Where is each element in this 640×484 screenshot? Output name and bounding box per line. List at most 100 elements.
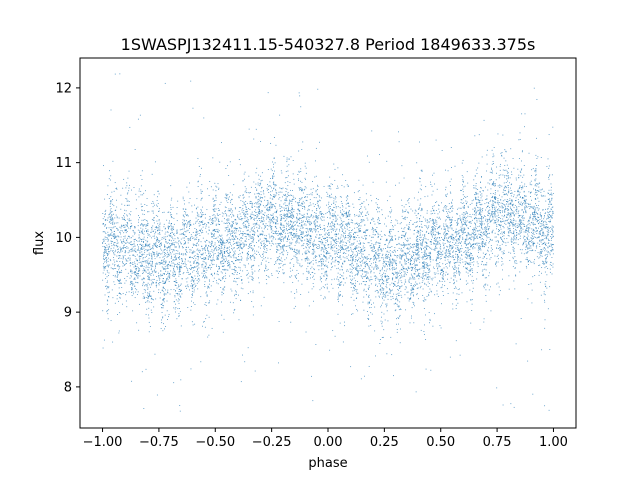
data-point bbox=[425, 255, 427, 257]
data-point bbox=[350, 296, 352, 298]
data-point bbox=[111, 289, 113, 291]
data-point bbox=[356, 214, 358, 216]
data-point bbox=[152, 246, 154, 248]
data-point bbox=[342, 234, 344, 236]
data-point bbox=[395, 263, 397, 264]
data-point bbox=[223, 222, 225, 224]
data-point bbox=[326, 191, 328, 193]
data-point bbox=[147, 224, 148, 226]
data-point bbox=[294, 244, 296, 246]
data-point bbox=[282, 232, 284, 233]
data-point bbox=[423, 278, 425, 280]
data-point bbox=[185, 236, 187, 237]
data-point bbox=[112, 219, 114, 221]
data-point bbox=[284, 182, 286, 184]
data-point bbox=[396, 323, 397, 325]
data-point bbox=[154, 235, 155, 237]
data-point bbox=[212, 208, 214, 210]
data-point bbox=[545, 254, 547, 255]
data-point bbox=[254, 252, 256, 254]
data-point bbox=[224, 245, 226, 247]
data-point bbox=[549, 349, 551, 350]
data-point bbox=[262, 255, 264, 257]
data-point bbox=[222, 289, 224, 291]
data-point bbox=[214, 200, 216, 201]
data-point bbox=[226, 240, 228, 242]
data-point bbox=[242, 288, 244, 290]
data-point bbox=[218, 210, 220, 212]
data-point bbox=[280, 187, 282, 189]
data-point bbox=[269, 197, 271, 199]
data-point bbox=[424, 235, 425, 237]
data-point bbox=[251, 217, 252, 219]
data-point bbox=[177, 268, 178, 270]
data-point bbox=[499, 245, 501, 247]
data-point bbox=[351, 280, 353, 281]
data-point bbox=[417, 257, 418, 259]
data-point bbox=[245, 200, 247, 202]
data-point bbox=[112, 199, 114, 200]
data-point bbox=[503, 238, 505, 240]
data-point bbox=[233, 221, 235, 223]
data-point bbox=[479, 208, 481, 210]
data-point bbox=[430, 213, 432, 215]
data-point bbox=[267, 207, 269, 209]
data-point bbox=[305, 172, 307, 174]
data-point bbox=[489, 254, 490, 256]
data-point bbox=[434, 221, 436, 223]
data-point bbox=[150, 231, 152, 233]
data-point bbox=[228, 254, 230, 256]
data-point bbox=[203, 261, 205, 263]
data-point bbox=[334, 204, 336, 206]
data-point bbox=[441, 150, 443, 151]
data-point bbox=[356, 268, 358, 270]
data-point bbox=[299, 189, 301, 191]
data-point bbox=[327, 193, 329, 195]
data-point bbox=[382, 282, 383, 284]
data-point bbox=[227, 247, 229, 249]
data-point bbox=[299, 213, 301, 215]
data-point bbox=[171, 217, 173, 219]
data-point bbox=[332, 237, 334, 238]
data-point bbox=[110, 233, 112, 235]
data-point bbox=[270, 229, 272, 231]
data-point bbox=[411, 290, 413, 292]
data-point bbox=[389, 261, 391, 263]
data-point bbox=[270, 178, 271, 179]
data-point bbox=[299, 201, 300, 203]
data-point bbox=[254, 232, 256, 234]
data-point bbox=[445, 194, 447, 196]
data-point bbox=[474, 247, 476, 249]
data-point bbox=[442, 276, 444, 278]
data-point bbox=[436, 290, 438, 292]
data-point bbox=[516, 227, 518, 228]
data-point bbox=[407, 237, 409, 239]
data-point bbox=[551, 206, 553, 208]
data-point bbox=[159, 222, 161, 224]
data-point bbox=[310, 214, 312, 216]
data-point bbox=[199, 216, 201, 218]
data-point bbox=[512, 238, 514, 240]
data-point bbox=[299, 95, 301, 97]
data-point bbox=[419, 261, 421, 263]
data-point bbox=[169, 248, 171, 250]
data-point bbox=[245, 213, 247, 215]
data-point bbox=[168, 261, 170, 263]
data-point bbox=[391, 209, 393, 211]
data-point bbox=[174, 296, 176, 298]
data-point bbox=[192, 284, 194, 286]
data-point bbox=[138, 249, 140, 251]
data-point bbox=[426, 254, 428, 256]
data-point bbox=[129, 254, 131, 256]
data-point bbox=[323, 244, 325, 246]
data-point bbox=[548, 231, 550, 233]
data-point bbox=[530, 261, 531, 263]
data-point bbox=[466, 257, 468, 259]
data-point bbox=[144, 251, 146, 253]
data-point bbox=[479, 222, 481, 224]
data-point bbox=[292, 218, 294, 219]
data-point bbox=[361, 260, 363, 262]
data-point bbox=[280, 224, 282, 226]
data-point bbox=[504, 193, 506, 195]
data-point bbox=[152, 278, 154, 280]
